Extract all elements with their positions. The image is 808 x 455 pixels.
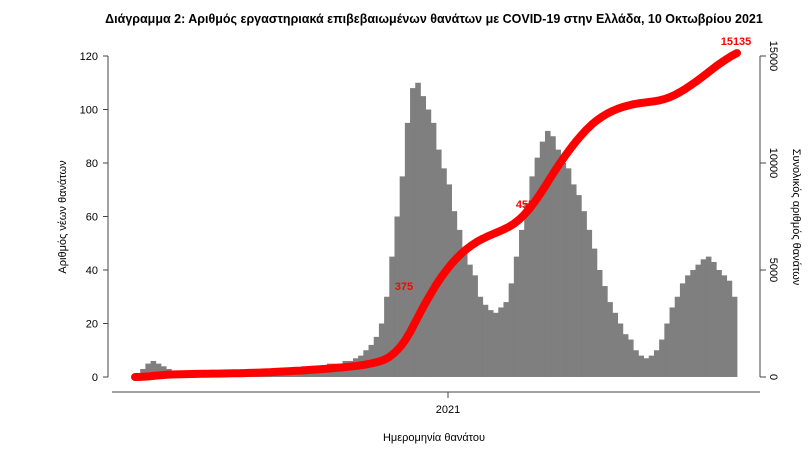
bar: [633, 350, 639, 377]
bar: [446, 184, 452, 377]
bar: [570, 184, 577, 377]
y-tick-label: 80: [86, 158, 98, 170]
bar: [586, 229, 593, 377]
bar: [628, 339, 634, 377]
bar: [612, 312, 619, 377]
bar: [643, 358, 650, 377]
bar: [731, 296, 738, 377]
bar: [482, 304, 489, 377]
bar: [565, 168, 572, 377]
bar: [705, 256, 712, 377]
cumulative-line: [131, 49, 741, 381]
bar: [399, 176, 406, 377]
bar: [659, 339, 665, 377]
bar: [155, 363, 162, 377]
bar: [430, 122, 437, 377]
bar: [581, 211, 587, 377]
bar: [404, 122, 411, 377]
bar: [602, 286, 608, 377]
bar: [410, 88, 416, 377]
bar: [690, 270, 696, 377]
bar: [472, 275, 478, 377]
y-tick-label-right: 10000: [767, 148, 779, 179]
bar: [524, 203, 530, 377]
bar: [685, 275, 691, 377]
bar: [519, 229, 525, 377]
bars: [135, 82, 738, 377]
bar: [384, 296, 390, 377]
bar: [591, 248, 598, 377]
bar: [493, 312, 499, 377]
bar: [555, 149, 561, 377]
bar: [503, 302, 510, 377]
bar: [373, 336, 380, 377]
bar: [467, 264, 473, 377]
bar: [389, 256, 395, 377]
bar: [669, 307, 676, 377]
bar: [461, 248, 468, 377]
annotation-375: 375: [395, 281, 413, 293]
bar: [498, 307, 504, 377]
bar: [726, 280, 733, 377]
annotation-455: 455: [516, 199, 534, 211]
bar: [451, 211, 458, 377]
bar: [436, 149, 442, 377]
bar: [544, 130, 551, 377]
bar: [508, 283, 515, 377]
annotation-total: 15135: [721, 36, 752, 48]
bar: [576, 195, 582, 377]
bar: [664, 323, 670, 377]
y-tick-label-right: 5000: [767, 258, 779, 282]
y-tick-label: 20: [86, 319, 98, 331]
bar: [415, 82, 421, 377]
y-ticks-left: 0 20 40 60 80 100 120: [80, 51, 108, 384]
bar: [721, 275, 728, 377]
chart-title: Διάγραμμα 2: Αριθμός εργαστηριακά επιβεβ…: [105, 12, 763, 26]
y-tick-label-right: 0: [767, 374, 779, 380]
bar: [653, 350, 660, 377]
bar: [711, 261, 717, 377]
bar: [145, 363, 151, 377]
bar: [716, 270, 722, 377]
bar: [622, 334, 629, 377]
y-tick-label: 60: [86, 212, 98, 224]
bar: [487, 310, 494, 377]
bar: [596, 270, 603, 377]
x-axis-label: Ημερομηνία θανάτου: [383, 432, 485, 444]
y-tick-label-right: 15000: [767, 41, 779, 72]
y-axis-label-right: Συνολικός αριθμός θανάτων: [790, 149, 802, 286]
bar: [638, 355, 644, 377]
y-tick-label: 0: [92, 372, 98, 384]
bar: [394, 216, 401, 377]
bar: [550, 136, 556, 377]
bar: [513, 256, 520, 377]
y-tick-label: 40: [86, 265, 98, 277]
y-tick-label: 120: [80, 51, 98, 63]
y-tick-label: 100: [80, 105, 98, 117]
bar: [674, 296, 681, 377]
bar: [607, 302, 613, 377]
bar: [420, 96, 427, 377]
y-ticks-right: 0 5000 10000 15000: [760, 41, 779, 380]
y-axis-label-left: Αριθμός νέων θανάτων: [57, 160, 69, 274]
bar: [529, 176, 536, 377]
bar: [477, 296, 484, 377]
x-tick-label-2021: 2021: [436, 404, 460, 416]
bar: [539, 141, 546, 377]
bar: [700, 259, 707, 377]
bar: [150, 360, 157, 377]
bar: [679, 283, 686, 377]
bar: [648, 355, 655, 377]
bar: [617, 323, 624, 377]
bar: [456, 229, 463, 377]
bar: [695, 264, 702, 377]
bar: [534, 157, 541, 377]
bar: [560, 163, 567, 377]
bar: [378, 323, 385, 377]
bar: [425, 109, 432, 377]
